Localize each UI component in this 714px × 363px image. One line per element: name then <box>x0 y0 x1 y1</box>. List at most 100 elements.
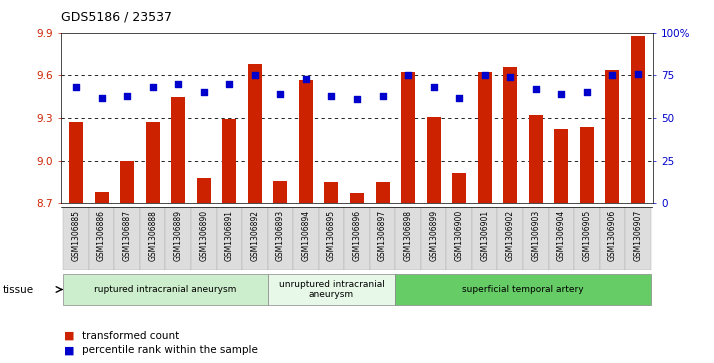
Bar <box>523 207 548 270</box>
Text: GSM1306902: GSM1306902 <box>506 210 515 261</box>
Bar <box>503 67 517 203</box>
Text: GSM1306896: GSM1306896 <box>353 210 361 261</box>
Bar <box>222 119 236 203</box>
Point <box>70 84 81 90</box>
Bar <box>574 207 600 270</box>
Point <box>403 72 414 78</box>
Point <box>121 93 133 99</box>
Bar <box>324 182 338 203</box>
Point <box>555 91 567 97</box>
Point <box>249 72 261 78</box>
Bar <box>580 126 594 203</box>
Bar <box>452 174 466 203</box>
Text: GSM1306887: GSM1306887 <box>123 210 131 261</box>
Point <box>633 71 644 77</box>
Bar <box>472 207 498 270</box>
Point <box>351 96 363 102</box>
Bar <box>191 207 216 270</box>
Bar <box>376 182 390 203</box>
Point <box>377 93 388 99</box>
Bar <box>529 115 543 203</box>
FancyBboxPatch shape <box>396 274 650 305</box>
Text: GSM1306897: GSM1306897 <box>378 210 387 261</box>
Bar <box>69 122 83 203</box>
Bar <box>426 117 441 203</box>
Point <box>147 84 159 90</box>
Bar <box>299 79 313 203</box>
Point <box>505 74 516 80</box>
Bar <box>478 73 492 203</box>
Bar <box>554 129 568 203</box>
Bar <box>498 207 523 270</box>
Bar <box>89 207 114 270</box>
Text: percentile rank within the sample: percentile rank within the sample <box>82 345 258 355</box>
Bar <box>344 207 370 270</box>
Bar <box>548 207 574 270</box>
Text: GSM1306900: GSM1306900 <box>455 210 463 261</box>
Point <box>96 95 107 101</box>
Point <box>275 91 286 97</box>
Bar <box>216 207 242 270</box>
Bar <box>401 73 415 203</box>
Text: GSM1306907: GSM1306907 <box>633 210 643 261</box>
Text: ■: ■ <box>64 345 75 355</box>
Text: GSM1306901: GSM1306901 <box>481 210 489 261</box>
Bar <box>140 207 166 270</box>
Text: unruptured intracranial
aneurysm: unruptured intracranial aneurysm <box>278 280 384 299</box>
Text: GSM1306889: GSM1306889 <box>174 210 183 261</box>
FancyBboxPatch shape <box>268 274 396 305</box>
Text: GSM1306885: GSM1306885 <box>71 210 81 261</box>
Text: GSM1306888: GSM1306888 <box>148 210 157 261</box>
Bar <box>94 192 109 203</box>
Bar <box>171 97 185 203</box>
FancyBboxPatch shape <box>64 274 268 305</box>
Bar <box>242 207 268 270</box>
Text: GSM1306898: GSM1306898 <box>403 210 413 261</box>
Text: GSM1306890: GSM1306890 <box>199 210 208 261</box>
Point <box>607 72 618 78</box>
Text: GSM1306906: GSM1306906 <box>608 210 617 261</box>
Point <box>223 81 235 87</box>
Bar <box>197 178 211 203</box>
Point <box>198 90 209 95</box>
Bar <box>114 207 140 270</box>
Text: GSM1306893: GSM1306893 <box>276 210 285 261</box>
Text: GSM1306891: GSM1306891 <box>225 210 233 261</box>
Bar <box>631 36 645 203</box>
Text: tissue: tissue <box>3 285 34 295</box>
Point <box>428 84 439 90</box>
Bar <box>146 122 160 203</box>
Point <box>581 90 593 95</box>
Text: GSM1306903: GSM1306903 <box>531 210 540 261</box>
Point <box>479 72 491 78</box>
Text: GSM1306892: GSM1306892 <box>251 210 259 261</box>
Bar <box>64 207 89 270</box>
Bar <box>166 207 191 270</box>
Bar <box>120 160 134 203</box>
Text: ruptured intracranial aneurysm: ruptured intracranial aneurysm <box>94 285 236 294</box>
Bar <box>268 207 293 270</box>
Bar <box>370 207 396 270</box>
Point <box>300 76 311 82</box>
Bar <box>248 64 262 203</box>
Text: GSM1306905: GSM1306905 <box>583 210 591 261</box>
Point <box>453 95 465 101</box>
Text: GSM1306895: GSM1306895 <box>327 210 336 261</box>
Bar <box>605 70 620 203</box>
Point <box>326 93 337 99</box>
Text: GSM1306894: GSM1306894 <box>301 210 311 261</box>
Bar <box>446 207 472 270</box>
Text: GSM1306886: GSM1306886 <box>97 210 106 261</box>
Bar <box>273 180 288 203</box>
Bar <box>293 207 318 270</box>
Text: GDS5186 / 23537: GDS5186 / 23537 <box>61 11 171 24</box>
Bar <box>350 193 364 203</box>
Bar <box>625 207 650 270</box>
Text: ■: ■ <box>64 331 75 341</box>
Text: superficial temporal artery: superficial temporal artery <box>462 285 584 294</box>
Bar <box>600 207 625 270</box>
Text: GSM1306904: GSM1306904 <box>557 210 566 261</box>
Text: transformed count: transformed count <box>82 331 179 341</box>
Bar <box>396 207 421 270</box>
Text: GSM1306899: GSM1306899 <box>429 210 438 261</box>
